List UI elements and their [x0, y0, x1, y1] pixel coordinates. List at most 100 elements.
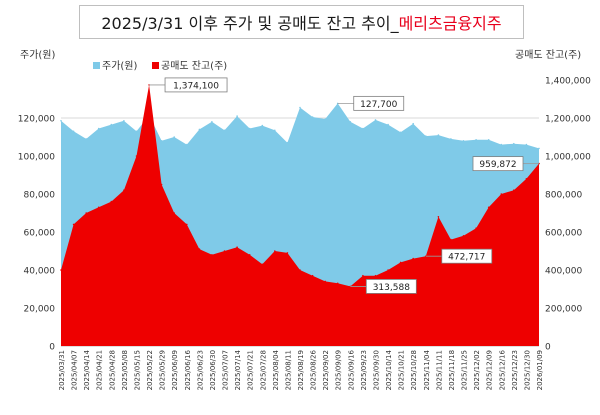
- price-point: [399, 131, 402, 134]
- x-tick-label: 2025/11/04: [423, 349, 431, 390]
- x-tick-label: 2025/04/21: [96, 350, 104, 390]
- short-balance-point: [374, 274, 377, 277]
- price-point: [412, 122, 415, 125]
- short-balance-point: [236, 246, 238, 248]
- price-point: [425, 135, 427, 137]
- short-balance-point: [299, 269, 301, 271]
- price-point: [311, 116, 314, 118]
- right-tick-label: 1,200,000: [545, 115, 591, 125]
- left-tick-label: 40,000: [24, 267, 56, 277]
- price-point: [186, 143, 188, 146]
- legend-swatch-short: [152, 62, 159, 69]
- callout-label: 959,872: [479, 160, 516, 170]
- callout-box: [353, 95, 405, 111]
- price-point: [160, 140, 163, 142]
- short-balance-point: [85, 212, 87, 214]
- x-tick-label: 2025/12/30: [523, 350, 531, 390]
- right-axis-ticks: 0 200,000 400,000 600,000 800,000 1,000,000 1,…: [545, 77, 591, 353]
- price-point: [211, 121, 213, 123]
- x-tick-label: 2025/11/11: [435, 350, 443, 390]
- price-point: [487, 139, 490, 141]
- x-tick-label: 2025/09/23: [360, 350, 368, 390]
- short-balance-point: [475, 227, 477, 229]
- callout-label: 472,717: [448, 253, 485, 263]
- short-balance-point: [336, 282, 339, 285]
- price-point: [299, 106, 301, 109]
- callout-label: 313,588: [373, 283, 410, 293]
- x-tick-label: 2025/09/30: [373, 350, 381, 390]
- price-point: [223, 129, 226, 132]
- price-point: [97, 127, 100, 130]
- short-balance-point: [248, 254, 251, 256]
- price-point: [248, 127, 251, 130]
- x-tick-label: 2025/08/26: [310, 349, 318, 390]
- x-tick-label: 2025/08/19: [297, 350, 305, 390]
- x-tick-label: 2025/12/09: [486, 350, 494, 390]
- price-point: [324, 118, 327, 120]
- right-tick-label: 400,000: [545, 267, 582, 277]
- short-balance-point: [362, 274, 364, 277]
- x-tick-label: 2025/11/25: [461, 350, 469, 390]
- short-balance-point: [525, 178, 528, 180]
- price-point: [261, 124, 264, 127]
- left-tick-label: 100,000: [18, 153, 55, 163]
- chart-title-box: 2025/3/31 이후 주가 및 공매도 잔고 추이_ 메리츠금융지주: [79, 5, 524, 39]
- x-axis-ticks: 2025/03/31 2025/04/07 2025/04/14 2025/04/21…: [58, 349, 544, 390]
- left-axis-label: 주가(원): [20, 49, 56, 61]
- right-tick-label: 1,000,000: [545, 153, 591, 163]
- legend-swatch-price: [93, 62, 100, 69]
- legend: 주가(원) 공매도 잔고(주): [93, 60, 227, 72]
- price-point: [123, 120, 125, 122]
- price-point: [437, 134, 440, 136]
- x-tick-label: 2025/12/16: [498, 350, 506, 391]
- short-balance-point: [437, 216, 440, 218]
- x-tick-label: 2025/04/07: [71, 350, 79, 390]
- price-point: [513, 142, 515, 145]
- callout-box: [365, 279, 417, 294]
- short-balance-point: [387, 269, 389, 271]
- short-balance-point: [500, 193, 503, 195]
- x-tick-label: 2025/11/18: [448, 350, 456, 390]
- short-balance-point: [173, 212, 175, 214]
- price-point: [525, 143, 528, 146]
- left-tick-label: 60,000: [24, 229, 56, 239]
- x-tick-label: 2025/05/08: [121, 350, 129, 390]
- x-tick-label: 2025/03/31: [58, 350, 66, 390]
- short-balance-point: [223, 250, 226, 252]
- x-tick-label: 2025/07/28: [259, 350, 267, 390]
- price-point: [538, 147, 540, 150]
- price-point: [135, 130, 138, 133]
- short-balance-point: [399, 261, 402, 264]
- x-tick-label: 2025/05/29: [159, 350, 167, 390]
- price-point: [362, 127, 364, 130]
- legend-label-price: 주가(원): [102, 60, 138, 72]
- right-tick-label: 0: [545, 343, 551, 353]
- short-balance-point: [412, 257, 415, 260]
- short-balance-point: [160, 183, 163, 186]
- right-tick-label: 800,000: [545, 191, 582, 201]
- x-tick-label: 2025/07/14: [234, 349, 242, 390]
- short-balance-point: [274, 250, 276, 252]
- short-balance-point: [487, 206, 490, 209]
- right-tick-label: 600,000: [545, 229, 582, 239]
- left-tick-label: 0: [49, 343, 55, 353]
- x-tick-label: 2025/12/23: [511, 350, 519, 390]
- short-balance-point: [97, 206, 100, 209]
- price-point: [349, 121, 352, 123]
- right-tick-label: 200,000: [545, 305, 582, 315]
- price-point: [374, 119, 377, 121]
- callout-label: 127,700: [360, 100, 397, 110]
- x-tick-label: 2025/06/23: [196, 350, 204, 390]
- price-point: [450, 138, 452, 140]
- short-balance-point: [72, 223, 75, 226]
- price-point: [500, 143, 503, 146]
- short-balance-point: [60, 269, 62, 271]
- short-balance-point: [513, 189, 515, 191]
- x-tick-label: 2025/07/21: [247, 350, 255, 390]
- x-tick-label: 2025/04/14: [83, 350, 91, 391]
- left-tick-label: 120,000: [18, 115, 55, 125]
- callout-box: [472, 156, 524, 172]
- short-balance-point: [261, 263, 264, 266]
- price-point: [72, 130, 75, 133]
